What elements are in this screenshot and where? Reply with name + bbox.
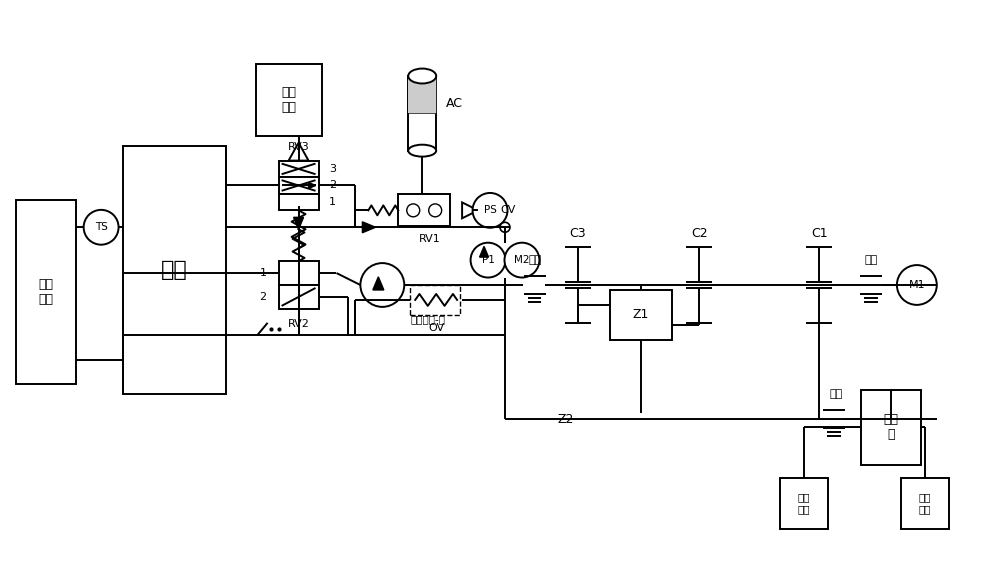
- Text: 油箱: 油箱: [161, 260, 188, 280]
- Text: 左驱
动轮: 左驱 动轮: [798, 493, 810, 514]
- Text: TS: TS: [95, 222, 108, 232]
- Text: Z2: Z2: [558, 413, 574, 426]
- Text: RV3: RV3: [288, 142, 309, 151]
- Bar: [16, 201, 76, 385]
- Bar: [408, 76, 436, 114]
- Bar: [408, 76, 436, 151]
- Text: RV2: RV2: [288, 319, 309, 329]
- Circle shape: [84, 210, 119, 245]
- Text: 2: 2: [260, 292, 267, 302]
- Bar: [279, 285, 319, 309]
- Bar: [279, 177, 319, 194]
- Text: 动作
油路: 动作 油路: [282, 86, 297, 114]
- Circle shape: [500, 222, 510, 232]
- Text: 液压马达-泵: 液压马达-泵: [410, 314, 445, 324]
- Circle shape: [429, 204, 442, 217]
- Text: 1: 1: [329, 197, 336, 207]
- Text: C3: C3: [569, 227, 586, 240]
- Bar: [861, 390, 921, 464]
- Text: 驱动
桥: 驱动 桥: [883, 413, 898, 441]
- Bar: [279, 160, 319, 177]
- Text: 花键: 花键: [829, 389, 843, 399]
- Ellipse shape: [408, 68, 436, 84]
- Polygon shape: [289, 143, 309, 160]
- Polygon shape: [373, 277, 384, 290]
- FancyBboxPatch shape: [408, 76, 436, 114]
- Text: CV: CV: [500, 205, 516, 215]
- Bar: [123, 146, 226, 394]
- Text: 2: 2: [329, 180, 336, 190]
- Circle shape: [504, 243, 539, 277]
- Bar: [256, 64, 322, 136]
- Text: Z1: Z1: [632, 308, 649, 321]
- Circle shape: [360, 263, 404, 307]
- Text: 3: 3: [329, 164, 336, 174]
- Text: 右驱
动轮: 右驱 动轮: [919, 493, 931, 514]
- Polygon shape: [294, 218, 304, 229]
- Text: RV1: RV1: [419, 234, 441, 244]
- Text: 1: 1: [260, 268, 267, 278]
- Text: PS: PS: [484, 205, 496, 215]
- Text: 花键: 花键: [864, 255, 878, 265]
- Polygon shape: [362, 222, 376, 233]
- Bar: [398, 194, 450, 226]
- Bar: [901, 477, 949, 529]
- Bar: [610, 290, 672, 340]
- Polygon shape: [309, 182, 316, 189]
- Text: 花键: 花键: [528, 255, 542, 265]
- Ellipse shape: [408, 145, 436, 157]
- Text: P1: P1: [482, 255, 494, 265]
- Bar: [780, 477, 828, 529]
- Circle shape: [471, 243, 505, 277]
- Text: M1: M1: [909, 280, 925, 290]
- Bar: [410, 285, 460, 315]
- Text: M2: M2: [514, 255, 530, 265]
- Circle shape: [473, 193, 507, 228]
- Text: 冷却
系统: 冷却 系统: [39, 279, 54, 306]
- Bar: [279, 194, 319, 210]
- Text: C2: C2: [691, 227, 708, 240]
- Circle shape: [897, 265, 937, 305]
- Text: OV: OV: [428, 323, 444, 333]
- Text: C1: C1: [811, 227, 827, 240]
- Polygon shape: [480, 246, 489, 257]
- Circle shape: [407, 204, 420, 217]
- Polygon shape: [462, 202, 478, 218]
- Text: AC: AC: [446, 97, 463, 110]
- Bar: [279, 261, 319, 285]
